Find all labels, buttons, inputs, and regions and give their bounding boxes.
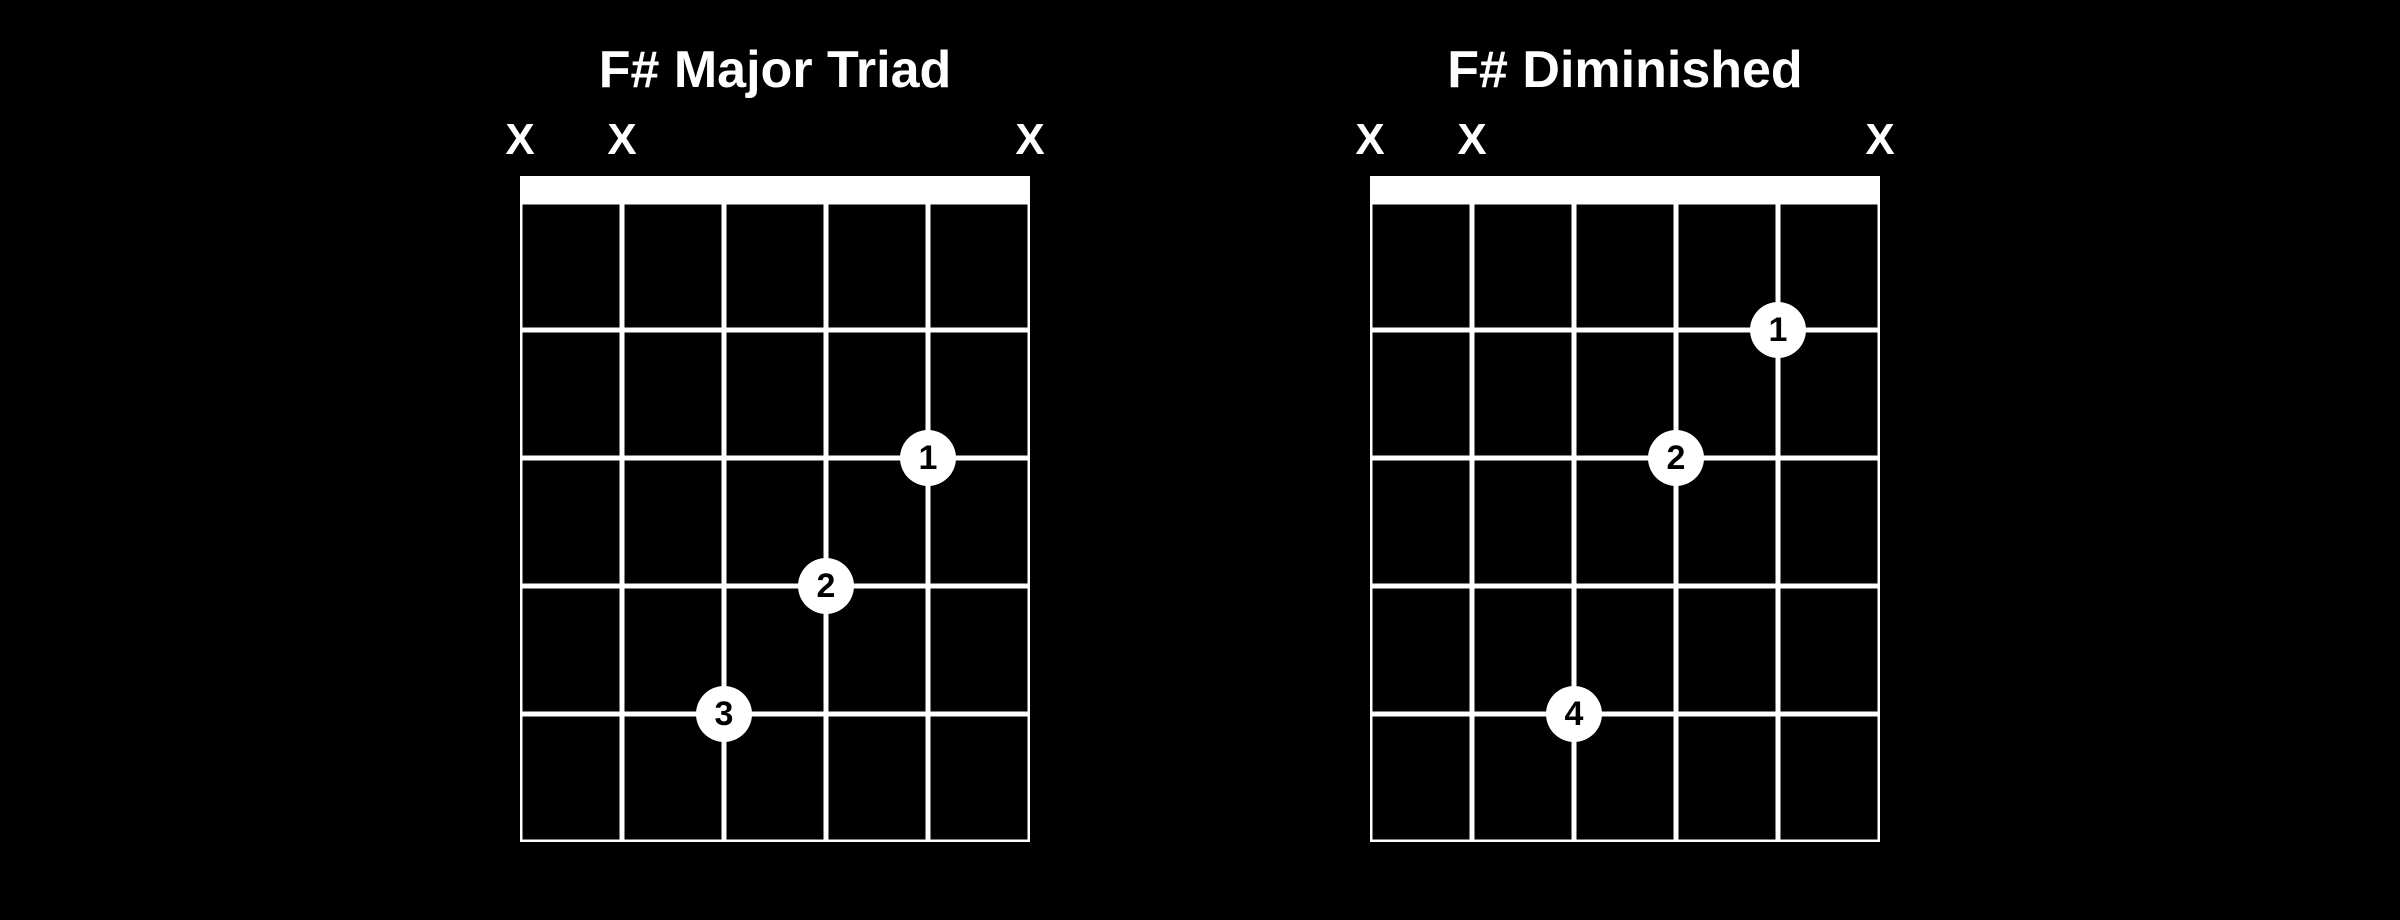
finger-dot: 4 — [1546, 686, 1602, 742]
fret-grid-svg — [1370, 202, 1880, 842]
nut — [520, 176, 1030, 202]
fretboard-grid: 1 2 3 — [520, 176, 1030, 842]
chord-title: F# Major Triad — [599, 40, 952, 100]
finger-dot-label: 2 — [817, 567, 836, 606]
finger-dot-label: 4 — [1565, 695, 1584, 734]
fret-grid-svg — [520, 202, 1030, 842]
finger-dot-label: 3 — [715, 695, 734, 734]
string-indicator: X — [1865, 118, 1894, 162]
finger-dot: 3 — [696, 686, 752, 742]
finger-dot: 2 — [1648, 430, 1704, 486]
string-indicator-wrap: XXX — [520, 118, 1030, 166]
fretboard-grid: 1 2 4 — [1370, 176, 1880, 842]
finger-dot-label: 1 — [1769, 311, 1788, 350]
finger-dot: 2 — [798, 558, 854, 614]
string-indicator: X — [505, 118, 534, 162]
chord-title: F# Diminished — [1447, 40, 1802, 100]
chord-diagram-1: F# Diminished XXX 1 2 4 — [1370, 40, 1880, 842]
nut — [1370, 176, 1880, 202]
string-indicator-wrap: XXX — [1370, 118, 1880, 166]
string-indicator: X — [1457, 118, 1486, 162]
string-indicator: X — [1355, 118, 1384, 162]
finger-dot-label: 1 — [919, 439, 938, 478]
string-indicator: X — [607, 118, 636, 162]
finger-dot: 1 — [1750, 302, 1806, 358]
finger-dot-label: 2 — [1667, 439, 1686, 478]
finger-dot: 1 — [900, 430, 956, 486]
string-indicator: X — [1015, 118, 1044, 162]
chord-diagram-0: F# Major Triad XXX 1 2 3 — [520, 40, 1030, 842]
